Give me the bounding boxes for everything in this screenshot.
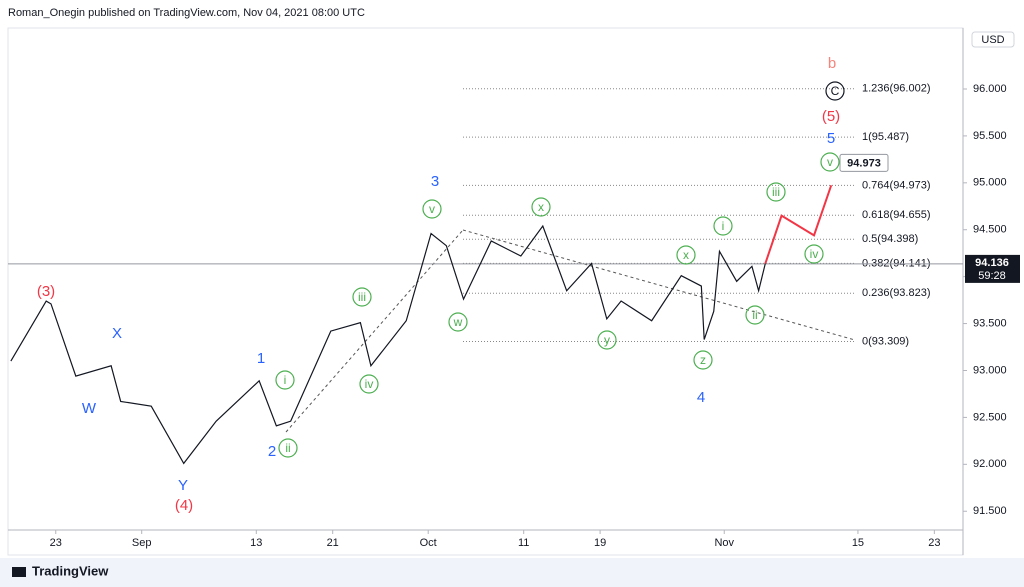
wave-label: v (827, 155, 833, 169)
logo (12, 567, 26, 577)
wave-label: 1 (257, 350, 265, 367)
fib-label: 0.5(94.398) (862, 233, 918, 245)
footer-brand[interactable]: TradingView (32, 563, 109, 578)
y-tick-label: 95.500 (973, 130, 1007, 142)
projection (764, 185, 833, 264)
wave-label: (3) (37, 283, 55, 300)
currency-box[interactable] (971, 31, 1015, 48)
wave-label: (5) (822, 108, 840, 125)
x-tick-label: 11 (518, 537, 529, 549)
wave-label: X (112, 325, 122, 342)
wave-label: C (831, 84, 840, 98)
wave-circle (359, 374, 379, 394)
wave-label: 4 (697, 389, 705, 406)
wave-label: y (604, 333, 610, 347)
y-tick-label: 93.000 (973, 364, 1007, 376)
wave-label: (4) (175, 497, 193, 514)
wave-label: x (683, 248, 689, 262)
x-tick-label: Oct (420, 537, 437, 549)
wave-circle (275, 370, 295, 390)
target-callout (839, 153, 889, 172)
x-tick-label: Nov (714, 537, 734, 549)
wave-circle (531, 197, 551, 217)
wave-label: w (453, 315, 463, 329)
wave-label: ii (752, 308, 757, 322)
wave-circle (676, 245, 696, 265)
wave-label: 2 (268, 443, 276, 460)
wave-circle (825, 81, 845, 101)
wave-label: iii (358, 290, 366, 304)
wave-label: v (429, 202, 435, 216)
trend-line (462, 229, 856, 341)
x-tick-label: 15 (852, 537, 864, 549)
fib-label: 0.618(94.655) (862, 209, 931, 221)
wave-circle (820, 152, 840, 172)
fib-label: 0.236(93.823) (862, 287, 931, 299)
wave-circle (713, 216, 733, 236)
wave-circle (766, 182, 786, 202)
y-tick-label: 91.500 (973, 505, 1007, 517)
wave-label: W (82, 400, 97, 417)
y-tick-label: 96.000 (973, 83, 1007, 95)
x-tick-label: 23 (50, 537, 62, 549)
x-tick-label: 21 (327, 537, 339, 549)
last-price: 94.136 (975, 257, 1009, 269)
wave-label: i (722, 219, 725, 233)
wave-circle (422, 199, 442, 219)
wave-label: iv (365, 377, 374, 391)
x-tick-label: 19 (594, 537, 606, 549)
fib-label: 1.236(96.002) (862, 83, 931, 95)
footer-bar (0, 558, 1024, 587)
fib-label: 0(93.309) (862, 335, 909, 347)
wave-label: i (284, 373, 287, 387)
price-line (10, 224, 766, 465)
wave-label: 5 (827, 130, 835, 147)
wave-circle (352, 287, 372, 307)
wave-label: iii (772, 185, 780, 199)
wave-label: iv (810, 247, 819, 261)
wave-label: 3 (431, 173, 439, 190)
x-tick-label: 23 (928, 537, 940, 549)
wave-label: ii (285, 441, 290, 455)
wave-label: b (828, 55, 836, 72)
target-label: 94.973 (847, 157, 881, 169)
wave-circle (597, 330, 617, 350)
currency[interactable]: USD (981, 34, 1004, 46)
x-tick-label: Sep (132, 537, 152, 549)
wave-circle (448, 312, 468, 332)
wave-circle (278, 438, 298, 458)
fib-label: 1(95.487) (862, 131, 909, 143)
header: Roman_Onegin published on TradingView.co… (8, 7, 365, 19)
y-tick-label: 94.500 (973, 224, 1007, 236)
y-tick-label: 92.500 (973, 411, 1007, 423)
y-tick-label: 95.000 (973, 177, 1007, 189)
y-tick-label: 92.000 (973, 458, 1007, 470)
wave-circle (804, 244, 824, 264)
x-tick-label: 13 (250, 537, 262, 549)
wave-circle (693, 350, 713, 370)
wave-label: Y (178, 477, 188, 494)
y-tick-label: 93.500 (973, 317, 1007, 329)
wave-label: z (700, 353, 706, 367)
wave-label: x (538, 200, 544, 214)
countdown: 59:28 (978, 270, 1006, 282)
fib-label: 0.764(94.973) (862, 179, 931, 191)
last-price-box (965, 254, 1020, 283)
fib-label: 0.382(94.141) (862, 257, 931, 269)
wave-circle (745, 305, 765, 325)
